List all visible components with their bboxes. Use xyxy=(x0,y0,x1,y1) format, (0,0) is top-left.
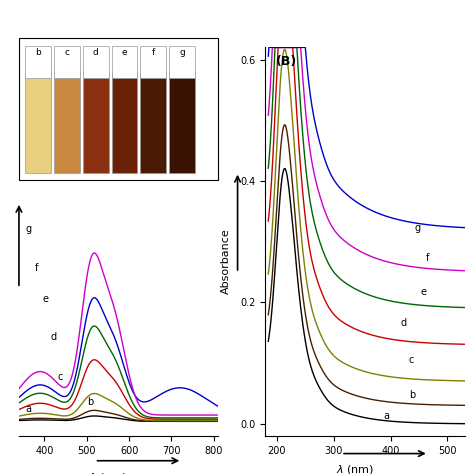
Text: d: d xyxy=(401,318,407,328)
Text: (B): (B) xyxy=(275,55,297,68)
Text: Absorbance: Absorbance xyxy=(220,228,231,294)
Bar xyxy=(54,71,80,173)
Text: a: a xyxy=(25,404,31,414)
Text: e: e xyxy=(420,287,426,297)
Text: c: c xyxy=(57,372,63,382)
Text: e: e xyxy=(42,294,48,304)
Bar xyxy=(82,71,109,173)
Bar xyxy=(54,46,80,78)
Text: d: d xyxy=(93,48,99,56)
Text: f: f xyxy=(426,253,429,263)
Bar xyxy=(25,71,51,173)
Bar xyxy=(111,71,137,173)
Bar xyxy=(25,46,51,78)
Text: g: g xyxy=(25,224,31,234)
Text: $\lambda$ (nm): $\lambda$ (nm) xyxy=(90,471,128,474)
Text: e: e xyxy=(122,48,128,56)
Bar xyxy=(82,46,109,78)
Text: d: d xyxy=(51,332,57,342)
Bar xyxy=(169,46,195,78)
Bar xyxy=(140,71,166,173)
Bar xyxy=(111,46,137,78)
Text: g: g xyxy=(414,223,420,233)
Text: b: b xyxy=(409,391,415,401)
Text: c: c xyxy=(409,355,414,365)
Text: b: b xyxy=(87,397,93,407)
Bar xyxy=(169,71,195,173)
Text: g: g xyxy=(179,48,185,56)
Text: $\lambda$ (nm): $\lambda$ (nm) xyxy=(336,463,374,474)
Text: f: f xyxy=(35,263,38,273)
Text: c: c xyxy=(64,48,69,56)
Text: b: b xyxy=(35,48,41,56)
Text: f: f xyxy=(152,48,155,56)
Bar xyxy=(140,46,166,78)
Text: a: a xyxy=(384,411,390,421)
